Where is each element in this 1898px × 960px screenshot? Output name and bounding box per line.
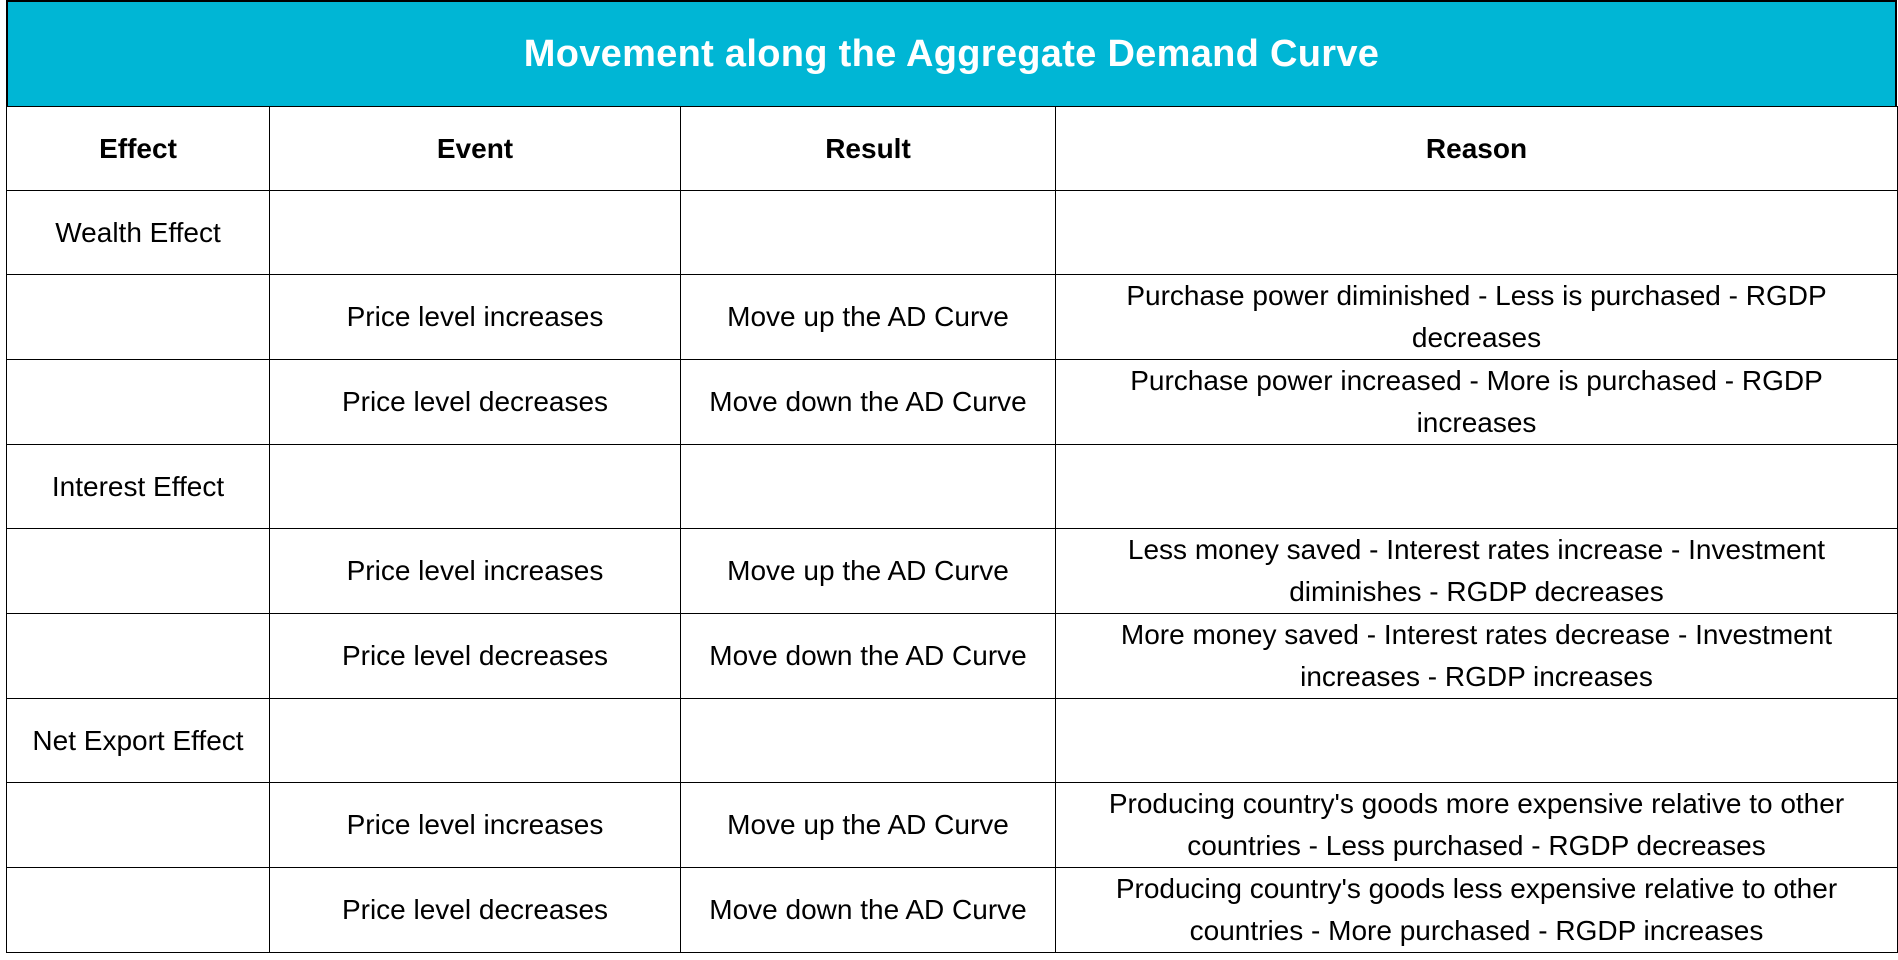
result-cell: Move up the AD Curve	[680, 528, 1056, 614]
event-cell: Price level increases	[269, 274, 681, 360]
reason-cell: Producing country's goods less expensive…	[1055, 867, 1898, 953]
title-bar: Movement along the Aggregate Demand Curv…	[6, 0, 1897, 106]
effect-cell	[6, 528, 270, 614]
reason-cell	[1055, 698, 1898, 783]
effect-cell: Interest Effect	[6, 444, 270, 529]
result-cell	[680, 698, 1056, 783]
reason-cell: Producing country's goods more expensive…	[1055, 782, 1898, 868]
header-effect: Effect	[6, 106, 270, 191]
effect-cell	[6, 613, 270, 699]
effect-cell	[6, 782, 270, 868]
result-cell: Move down the AD Curve	[680, 359, 1056, 445]
reason-cell: Purchase power diminished - Less is purc…	[1055, 274, 1898, 360]
event-cell	[269, 698, 681, 783]
event-cell	[269, 190, 681, 275]
effect-cell	[6, 274, 270, 360]
reason-cell: More money saved - Interest rates decrea…	[1055, 613, 1898, 699]
table-row: Net Export Effect	[6, 698, 1898, 783]
effect-cell: Net Export Effect	[6, 698, 270, 783]
table-row: Interest Effect	[6, 444, 1898, 529]
effect-cell: Wealth Effect	[6, 190, 270, 275]
header-row: Effect Event Result Reason	[6, 106, 1898, 191]
ad-curve-table-sheet: Movement along the Aggregate Demand Curv…	[6, 0, 1898, 953]
effect-cell	[6, 359, 270, 445]
result-cell: Move down the AD Curve	[680, 613, 1056, 699]
table-row: Price level decreases Move down the AD C…	[6, 867, 1898, 953]
reason-cell: Less money saved - Interest rates increa…	[1055, 528, 1898, 614]
movement-table: Effect Event Result Reason Wealth Effect…	[6, 106, 1898, 953]
reason-cell: Purchase power increased - More is purch…	[1055, 359, 1898, 445]
result-cell	[680, 444, 1056, 529]
result-cell: Move up the AD Curve	[680, 782, 1056, 868]
event-cell	[269, 444, 681, 529]
event-cell: Price level increases	[269, 782, 681, 868]
reason-cell	[1055, 190, 1898, 275]
reason-cell	[1055, 444, 1898, 529]
table-title: Movement along the Aggregate Demand Curv…	[523, 32, 1380, 75]
table-row: Wealth Effect	[6, 190, 1898, 275]
event-cell: Price level decreases	[269, 359, 681, 445]
event-cell: Price level increases	[269, 528, 681, 614]
header-event: Event	[269, 106, 681, 191]
table-row: Price level increases Move up the AD Cur…	[6, 274, 1898, 360]
table-row: Price level decreases Move down the AD C…	[6, 359, 1898, 445]
effect-cell	[6, 867, 270, 953]
table-row: Price level increases Move up the AD Cur…	[6, 782, 1898, 868]
event-cell: Price level decreases	[269, 613, 681, 699]
result-cell: Move up the AD Curve	[680, 274, 1056, 360]
header-result: Result	[680, 106, 1056, 191]
result-cell: Move down the AD Curve	[680, 867, 1056, 953]
table-row: Price level increases Move up the AD Cur…	[6, 528, 1898, 614]
result-cell	[680, 190, 1056, 275]
table-row: Price level decreases Move down the AD C…	[6, 613, 1898, 699]
event-cell: Price level decreases	[269, 867, 681, 953]
header-reason: Reason	[1055, 106, 1898, 191]
